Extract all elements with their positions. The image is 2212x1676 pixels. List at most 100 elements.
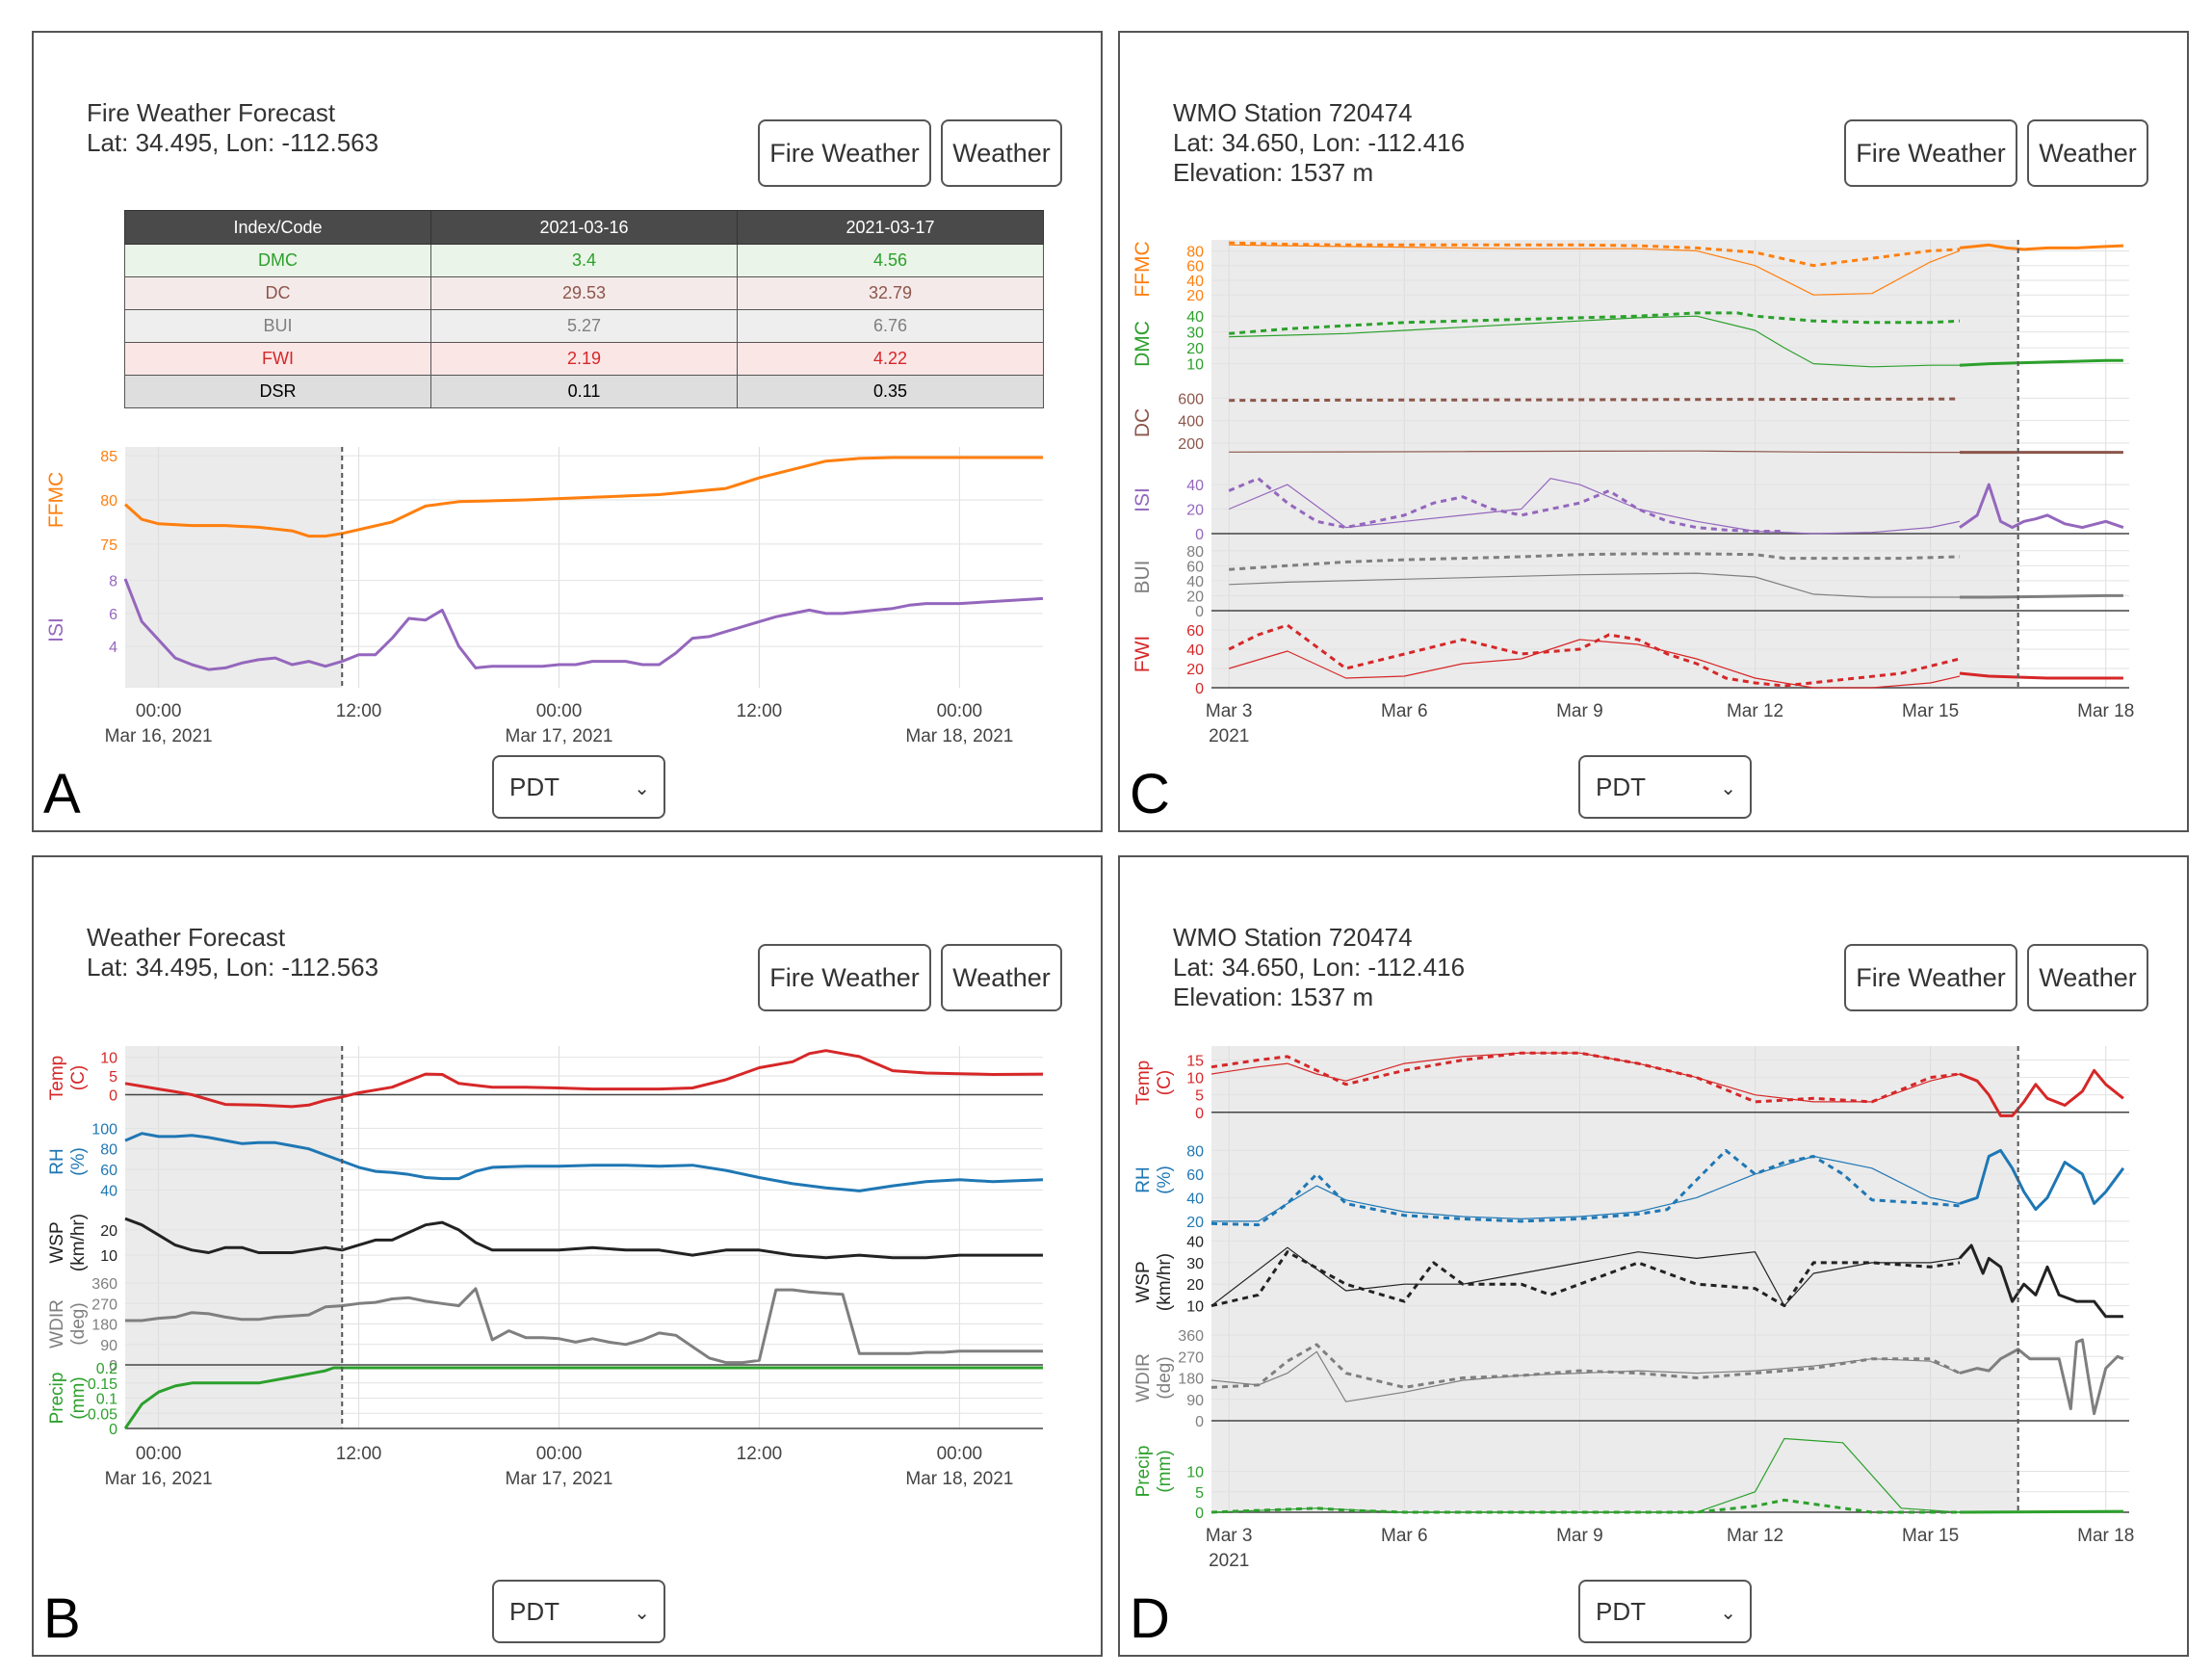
chevron-down-icon: ⌄ <box>634 1603 650 1624</box>
panel-d: WMO Station 720474 Lat: 34.650, Lon: -11… <box>1118 855 2189 1657</box>
past-shade <box>1211 240 2018 688</box>
y-tick-label: 60 <box>1186 259 1204 275</box>
y-tick-label: 90 <box>1186 1393 1204 1409</box>
table-header-row: Index/Code 2021-03-16 2021-03-17 <box>124 210 1044 245</box>
y-tick-label: 0 <box>1195 604 1204 620</box>
axis-title: RH <box>1133 1166 1154 1192</box>
weather-button[interactable]: Weather <box>2027 119 2148 187</box>
timezone-select[interactable]: PDT ⌄ <box>492 1580 665 1643</box>
fire-weather-button[interactable]: Fire Weather <box>1844 119 2017 187</box>
table-row: DSR 0.11 0.35 <box>124 375 1044 408</box>
y-tick-label: 10 <box>1186 1465 1204 1481</box>
panel-b-coords: Lat: 34.495, Lon: -112.563 <box>87 953 379 982</box>
table-cell: 32.79 <box>737 276 1044 310</box>
y-tick-label: 40 <box>1186 642 1204 659</box>
y-tick-label: 180 <box>91 1318 117 1334</box>
x-tick-label: 00:00 <box>937 1444 983 1464</box>
table-row: BUI 5.27 6.76 <box>124 309 1044 343</box>
y-tick-label: 60 <box>100 1163 117 1179</box>
series-line-fwi-observed <box>1229 639 1961 689</box>
axis-title: BUI <box>1132 560 1154 593</box>
axis-unit: (km/hr) <box>68 1214 89 1271</box>
y-tick-label: 10 <box>100 1051 117 1067</box>
y-tick-label: 8 <box>109 574 117 590</box>
x-tick-label: Mar 16, 2021 <box>105 726 213 746</box>
y-tick-label: 180 <box>1178 1372 1204 1388</box>
y-tick-label: 90 <box>100 1338 117 1354</box>
series-line-bui-observed <box>1229 572 1960 598</box>
y-tick-label: 5 <box>1195 1485 1204 1502</box>
y-tick-label: 5 <box>109 1069 117 1086</box>
y-tick-label: 75 <box>100 537 117 554</box>
panel-b-header: Weather Forecast Lat: 34.495, Lon: -112.… <box>87 923 378 982</box>
axis-title: DMC <box>1132 321 1154 367</box>
series-line-isi <box>123 578 1044 671</box>
chart-c[interactable]: 20406080FFMC10203040DMC200400600DC02040I… <box>1120 33 2187 830</box>
y-tick-label: 60 <box>1186 623 1204 640</box>
series-line-bui-model <box>1229 552 1961 571</box>
y-tick-label: 400 <box>1178 414 1204 431</box>
series-line-dmc-forecast <box>1959 358 2123 367</box>
panel-c-header: WMO Station 720474 Lat: 34.650, Lon: -11… <box>1173 98 1465 188</box>
panel-label: D <box>1130 1587 1170 1650</box>
y-tick-label: 20 <box>1186 589 1204 605</box>
table-cell: 0.11 <box>430 375 738 408</box>
axis-title: WDIR <box>1133 1353 1154 1402</box>
y-tick-label: 80 <box>100 493 117 510</box>
weather-button[interactable]: Weather <box>2027 944 2148 1011</box>
axis-title: DC <box>1132 408 1154 437</box>
axis-title: Temp <box>47 1056 67 1100</box>
x-tick-label: Mar 9 <box>1556 701 1603 721</box>
timezone-select[interactable]: PDT ⌄ <box>1578 755 1752 819</box>
table-header: 2021-03-17 <box>737 210 1044 245</box>
y-tick-label: 20 <box>100 1223 117 1240</box>
fire-weather-button[interactable]: Fire Weather <box>758 119 931 187</box>
y-tick-label: 20 <box>1186 288 1204 304</box>
x-tick-label: 00:00 <box>136 1444 182 1464</box>
y-tick-label: 600 <box>1178 391 1204 407</box>
y-tick-label: 0 <box>109 1358 117 1375</box>
panel-d-coords: Lat: 34.650, Lon: -112.416 <box>1173 953 1466 982</box>
x-tick-label: Mar 3 <box>1206 1526 1253 1546</box>
y-tick-label: 60 <box>1186 559 1204 575</box>
panel-b: Weather Forecast Lat: 34.495, Lon: -112.… <box>32 855 1103 1657</box>
y-tick-label: 0.15 <box>88 1376 117 1393</box>
axis-title: FWI <box>1132 636 1154 672</box>
series-line-isi-model <box>1228 477 1784 533</box>
x-tick-label: Mar 12 <box>1727 701 1783 721</box>
series-line-precip <box>123 1366 1043 1429</box>
table-cell: DSR <box>124 375 431 408</box>
axis-unit: (deg) <box>1155 1356 1175 1399</box>
axis-title: FFMC <box>1132 241 1154 297</box>
x-tick-label: 2021 <box>1209 1551 1249 1571</box>
y-tick-label: 0 <box>1195 1414 1204 1430</box>
y-tick-label: 85 <box>100 449 117 465</box>
y-tick-label: 40 <box>1186 274 1204 290</box>
panel-a-title: Fire Weather Forecast <box>87 98 336 127</box>
y-tick-label: 270 <box>1178 1349 1204 1366</box>
fire-weather-button[interactable]: Fire Weather <box>1844 944 2017 1011</box>
panel-label: A <box>43 763 81 825</box>
y-tick-label: 40 <box>1186 1191 1204 1207</box>
weather-button[interactable]: Weather <box>941 944 1062 1011</box>
y-tick-label: 0.05 <box>88 1406 117 1423</box>
series-line-ffmc-forecast <box>1959 243 2123 251</box>
y-tick-label: 40 <box>100 1183 117 1199</box>
panel-d-title: WMO Station 720474 <box>1173 923 1413 952</box>
chart-a[interactable]: 75 80 85 FFMC 4 6 8 ISI 00:00 Mar 16, 2021 12:00 00… <box>34 33 1101 830</box>
x-tick-label: 12:00 <box>737 701 783 721</box>
series-line-isi-observed <box>1228 478 1961 535</box>
y-tick-label: 0 <box>109 1087 117 1104</box>
timezone-select[interactable]: PDT ⌄ <box>1578 1580 1752 1643</box>
axis-title: ISI <box>1132 487 1154 512</box>
x-tick-label: Mar 15 <box>1902 1526 1959 1546</box>
table-cell: BUI <box>124 309 431 343</box>
timezone-select[interactable]: PDT ⌄ <box>492 755 665 819</box>
series-line-fwi-forecast <box>1959 671 2123 680</box>
panel-a-coords: Lat: 34.495, Lon: -112.563 <box>87 128 379 157</box>
weather-button[interactable]: Weather <box>941 119 1062 187</box>
panel-a-header: Fire Weather Forecast Lat: 34.495, Lon: … <box>87 98 378 158</box>
fire-weather-button[interactable]: Fire Weather <box>758 944 931 1011</box>
